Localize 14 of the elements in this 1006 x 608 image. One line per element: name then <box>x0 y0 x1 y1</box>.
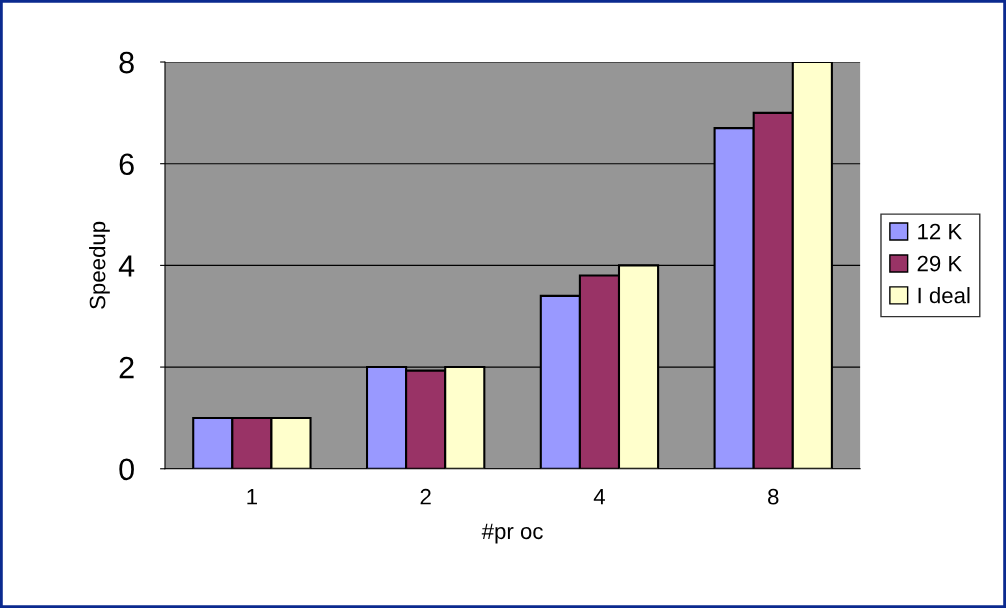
legend-label: 12 K <box>918 223 962 240</box>
x-axis-title: #pr oc <box>481 523 543 544</box>
y-tick-label: 6 <box>119 153 134 176</box>
legend-label: I deal <box>918 287 970 304</box>
legend-label: 29 K <box>917 255 962 272</box>
x-tick-label: 2 <box>420 488 431 505</box>
y-tick-label: 2 <box>119 356 134 379</box>
y-tick-label: 0 <box>119 458 134 481</box>
y-tick-label: 4 <box>118 255 135 277</box>
y-tick-label: 8 <box>119 51 134 74</box>
x-tick-label: 1 <box>247 489 257 505</box>
x-tick-label: 8 <box>768 488 779 505</box>
y-axis-title: Speedup <box>89 221 110 309</box>
x-tick-label: 4 <box>593 489 605 505</box>
